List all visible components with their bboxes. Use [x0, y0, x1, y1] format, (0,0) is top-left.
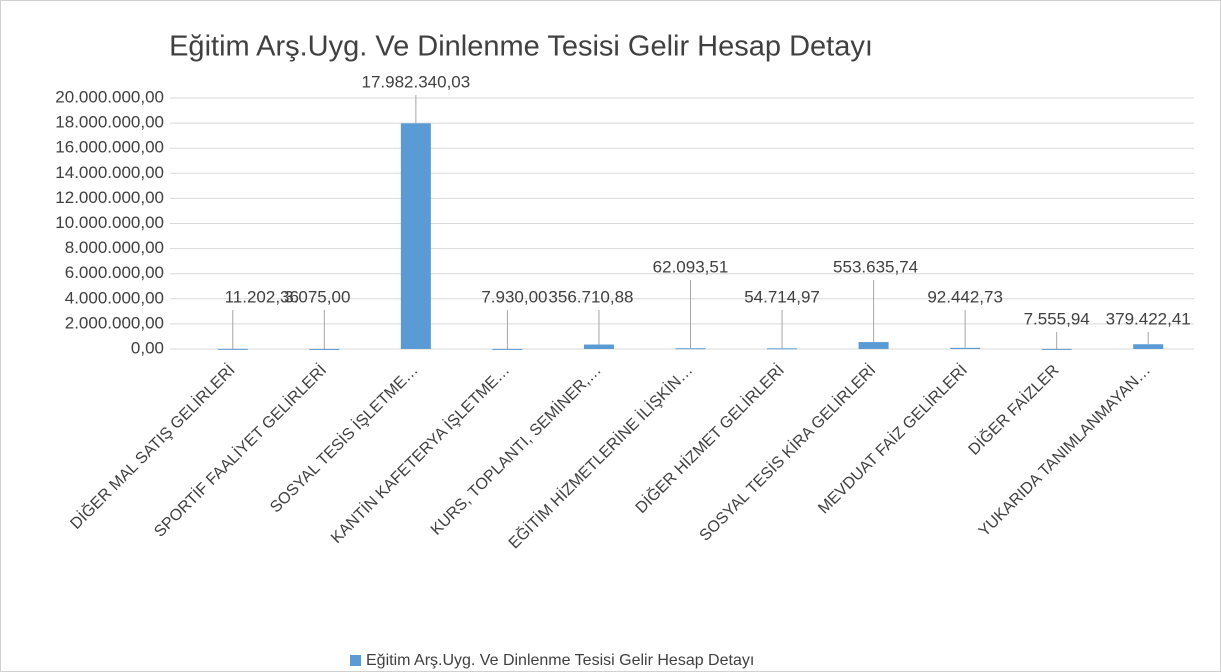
- y-tick-label: 12.000.000,00: [55, 188, 164, 207]
- value-label: 356.710,88: [548, 287, 633, 306]
- value-label: 11.202,36: [225, 287, 299, 306]
- y-tick-label: 2.000.000,00: [65, 313, 164, 332]
- chart-title: Eğitim Arş.Uyg. Ve Dinlenme Tesisi Gelir…: [169, 31, 873, 63]
- y-tick-label: 4.000.000,00: [65, 288, 164, 307]
- value-label: 7.555,94: [1024, 309, 1090, 328]
- bar: [1041, 348, 1072, 350]
- bar: [858, 342, 889, 349]
- value-label: 7.930,00: [481, 287, 547, 306]
- bar: [675, 348, 706, 350]
- value-label: 54.714,97: [744, 287, 820, 306]
- y-tick-label: 10.000.000,00: [55, 213, 164, 232]
- legend-swatch: [350, 655, 361, 666]
- bar: [1133, 344, 1164, 349]
- y-tick-label: 18.000.000,00: [55, 113, 164, 132]
- value-label: 17.982.340,03: [362, 72, 471, 91]
- value-label: 62.093,51: [653, 257, 729, 276]
- y-tick-label: 20.000.000,00: [55, 87, 164, 106]
- legend-label: Eğitim Arş.Uyg. Ve Dinlenme Tesisi Gelir…: [366, 652, 754, 669]
- value-label: 3.075,00: [284, 287, 350, 306]
- value-label: 379.422,41: [1106, 309, 1191, 328]
- value-label: 553.635,74: [833, 257, 918, 276]
- value-label: 92.442,73: [927, 287, 1003, 306]
- bar: [767, 348, 798, 350]
- bar: [400, 123, 431, 350]
- y-tick-label: 8.000.000,00: [65, 238, 164, 257]
- bar: [583, 344, 614, 349]
- bar: [492, 348, 523, 350]
- y-tick-label: 6.000.000,00: [65, 263, 164, 282]
- bar: [950, 347, 981, 349]
- bar: [217, 348, 248, 350]
- y-tick-label: 14.000.000,00: [55, 163, 164, 182]
- bar: [309, 348, 340, 350]
- y-tick-label: 0,00: [131, 338, 164, 357]
- y-tick-label: 16.000.000,00: [55, 138, 164, 157]
